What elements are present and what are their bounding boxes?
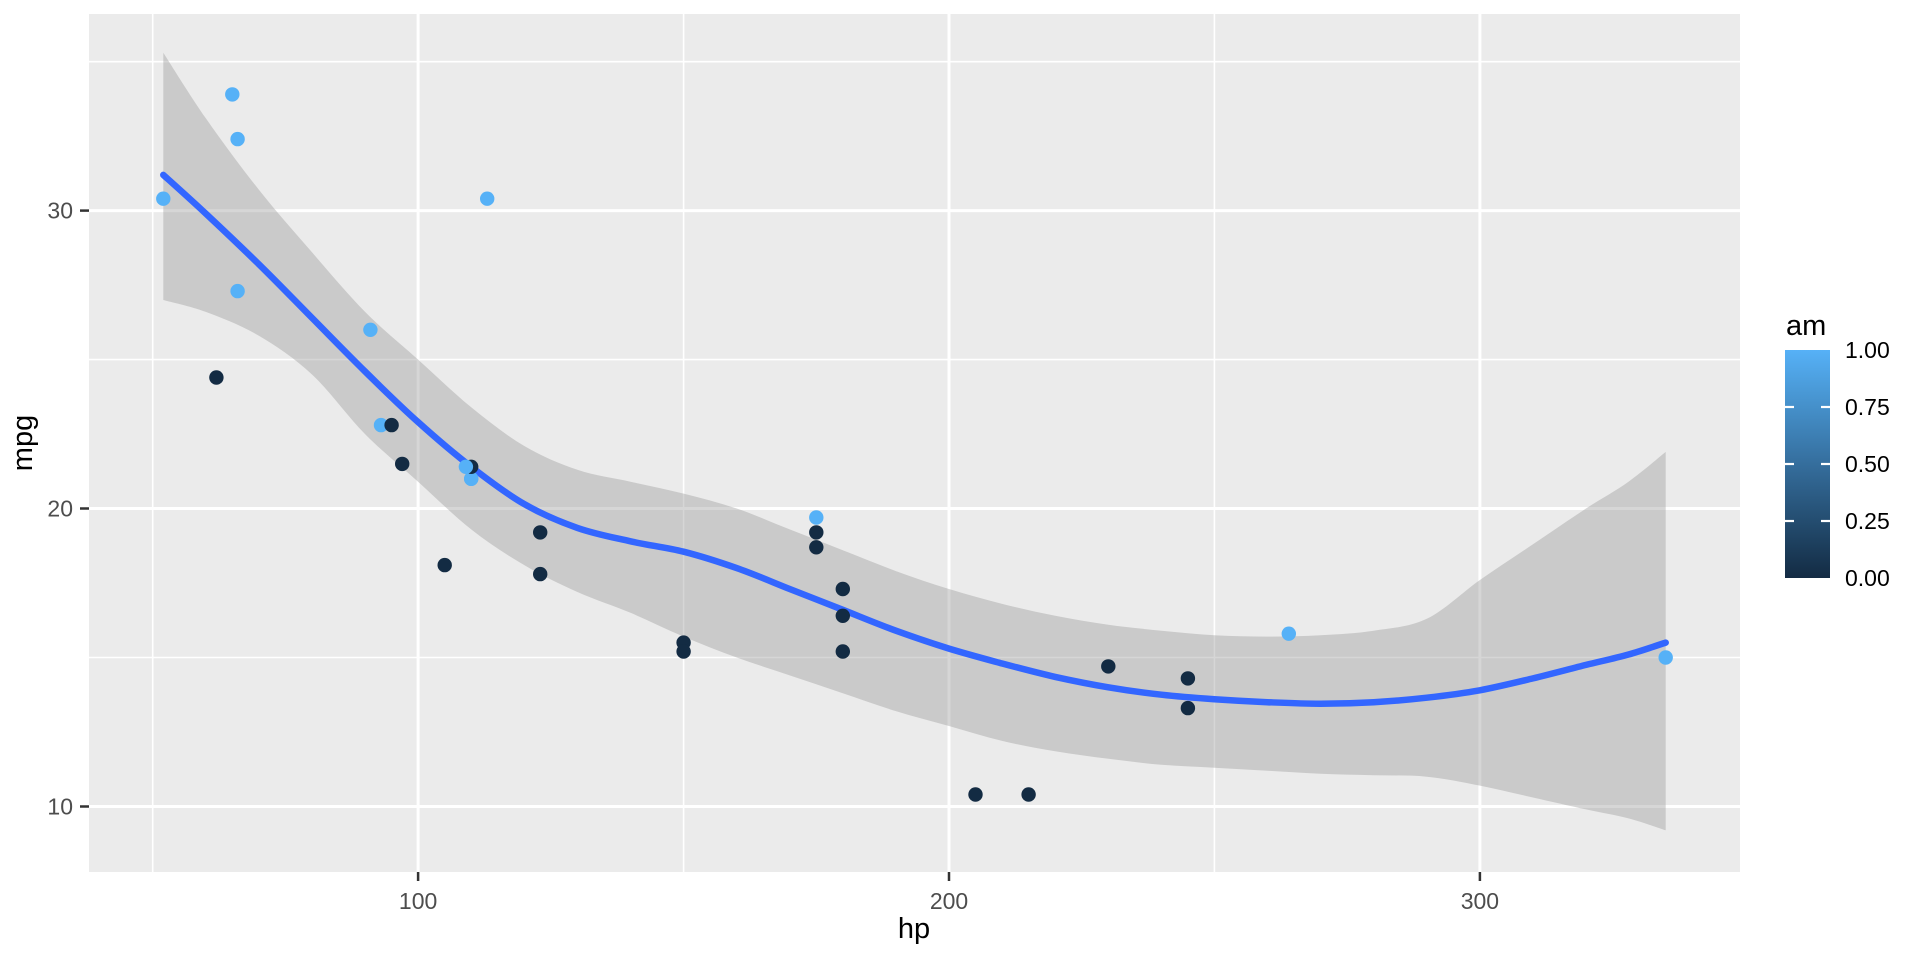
confidence-ribbon xyxy=(163,52,1666,831)
data-point xyxy=(809,540,824,555)
legend-title: am xyxy=(1786,310,1826,342)
legend-label: 1.00 xyxy=(1845,337,1890,363)
data-point xyxy=(156,191,171,206)
x-tick-label: 300 xyxy=(1461,888,1499,914)
data-point xyxy=(1021,787,1036,802)
panel-background xyxy=(89,14,1740,872)
data-point xyxy=(1658,650,1673,665)
data-point xyxy=(230,283,245,299)
y-axis-title: mpg xyxy=(7,415,39,471)
y-tick-label: 30 xyxy=(47,198,73,224)
data-point xyxy=(533,566,548,582)
data-point xyxy=(809,510,824,525)
data-point xyxy=(458,459,474,474)
y-tick-label: 20 xyxy=(47,496,73,522)
data-point xyxy=(1180,700,1196,716)
data-point xyxy=(480,191,495,206)
y-tick-label: 10 xyxy=(47,794,73,820)
axis-tick-marks xyxy=(80,209,1482,881)
data-point xyxy=(363,322,378,337)
y-tick-labels: 10 20 30 xyxy=(47,198,73,820)
data-point xyxy=(395,456,410,472)
data-point xyxy=(835,608,850,623)
x-tick-label: 200 xyxy=(930,888,968,914)
data-point xyxy=(1281,626,1297,641)
data-point xyxy=(968,787,983,802)
data-point xyxy=(225,87,240,102)
data-points xyxy=(156,87,1673,802)
data-point xyxy=(835,644,850,659)
data-point xyxy=(209,370,224,385)
legend-label: 0.00 xyxy=(1845,565,1890,591)
legend: 1.00 0.75 0.50 0.25 0.00 xyxy=(1785,337,1890,591)
data-point xyxy=(230,131,245,147)
chart-root: 100 200 300 10 20 30 1.00 0.75 0.50 0.25 0.00 xyxy=(47,14,1890,914)
minor-gridlines xyxy=(89,14,1740,872)
data-point xyxy=(809,525,824,540)
data-point xyxy=(835,581,850,597)
x-tick-label: 100 xyxy=(399,888,437,914)
legend-label: 0.25 xyxy=(1845,508,1890,534)
data-point xyxy=(437,557,452,573)
data-point xyxy=(384,417,399,433)
x-axis-title: hp xyxy=(898,913,930,945)
data-point xyxy=(373,417,389,433)
data-point xyxy=(1101,659,1116,674)
x-tick-labels: 100 200 300 xyxy=(399,888,1499,914)
data-point xyxy=(464,471,479,486)
data-point xyxy=(1180,671,1196,686)
legend-label: 0.75 xyxy=(1845,394,1890,420)
legend-label: 0.50 xyxy=(1845,451,1890,477)
data-point xyxy=(676,644,691,659)
major-gridlines xyxy=(89,14,1740,872)
loess-smooth-line xyxy=(160,171,1669,707)
data-point xyxy=(533,525,548,540)
